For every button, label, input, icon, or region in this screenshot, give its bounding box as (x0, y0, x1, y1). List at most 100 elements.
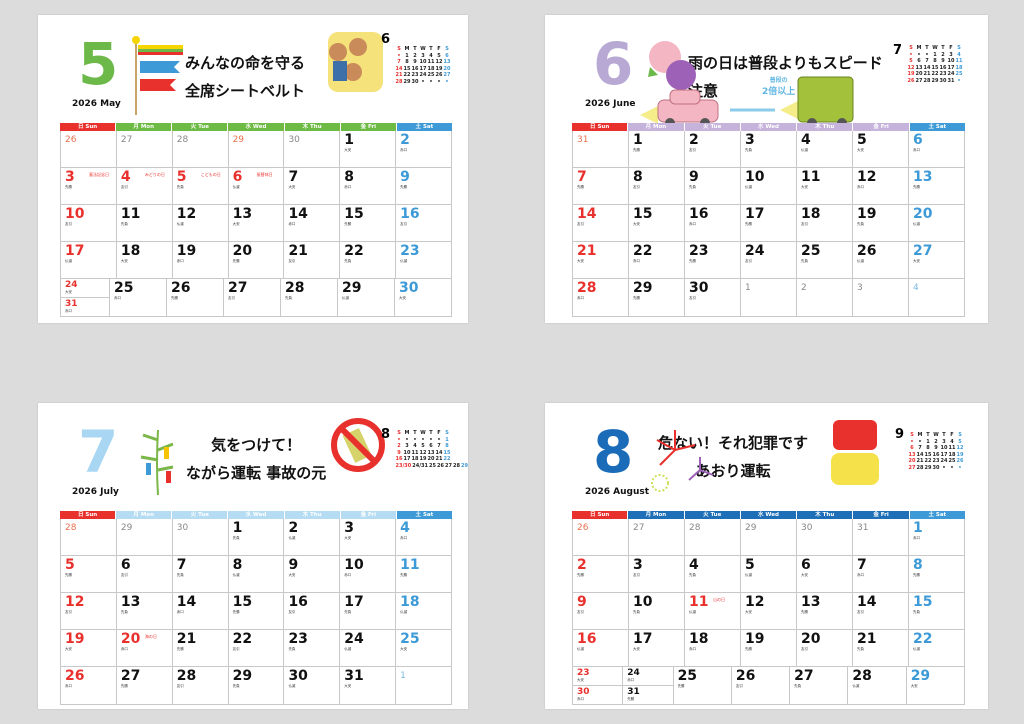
mini-day: 21 (395, 72, 403, 79)
day-cell: 4 赤口 (396, 519, 453, 555)
rokuyo: 大安 (745, 610, 752, 614)
day-cell: 22 先負 (340, 242, 397, 278)
day-number: 18 (689, 631, 709, 647)
day-number: 29 (633, 280, 653, 296)
rokuyo: 大安 (399, 296, 406, 300)
mini-day: 12 (907, 64, 915, 71)
day-cell: 29 仏滅 (338, 279, 395, 316)
mini-day: 29 (924, 464, 932, 471)
rokuyo: 先勝 (745, 647, 752, 651)
day-cell: 3 友引 (629, 556, 685, 592)
mini-weekday: W (933, 432, 939, 438)
mini-day: 10 (940, 445, 948, 452)
day-number: 8 (232, 557, 243, 573)
mini-day: 18 (427, 65, 435, 72)
mini-day: 19 (419, 456, 427, 463)
day-number: 9 (689, 169, 699, 185)
day-cell: 31 大安 (340, 667, 397, 704)
rokuyo: 仏滅 (801, 148, 808, 152)
day-cell: 4 仏滅 (797, 131, 853, 167)
day-number: 15 (344, 206, 364, 222)
day-number: 1 (400, 671, 406, 681)
day-number: 14 (176, 594, 197, 610)
day-cell: 25 大安 (396, 630, 453, 666)
day-half: 24 赤口 (623, 667, 672, 685)
weekday-header-row: 日 Sun 月 Mon 火 Tue 水 Wed 木 Thu 金 Fri 土 Sat (60, 511, 452, 519)
day-cell: 12 友引 (60, 593, 117, 629)
weekday-header: 木 Thu (797, 511, 853, 519)
rokuyo: 先勝 (801, 610, 808, 614)
mini-day: 21 (916, 458, 924, 465)
rokuyo: 友引 (400, 222, 408, 226)
rokuyo: 大安 (801, 185, 808, 189)
day-cell: 18 友引 (797, 205, 853, 241)
week-row: 12 友引 13 先負 14 赤口 15 先勝 16 友引 17 先負 18 仏滅 (60, 593, 453, 630)
day-number: 29 (745, 523, 757, 533)
day-number: 28 (176, 135, 189, 145)
mini-day: 15 (403, 65, 411, 72)
day-number: 26 (735, 668, 756, 684)
mini-day: 4 (957, 51, 961, 58)
mini-weekday: T (926, 432, 930, 438)
mini-day: 20 (915, 71, 923, 78)
day-number: 27 (913, 243, 933, 259)
rokuyo: 友引 (745, 259, 752, 263)
mini-day: 27 (443, 72, 451, 79)
day-cell: 19 大安 (60, 630, 117, 666)
mini-day: 3 (949, 51, 953, 58)
day-cell: 2 友引 (685, 131, 741, 167)
slogan-line: 雨の日は普段よりもスピード (688, 54, 883, 72)
mini-day: 2 (397, 443, 401, 450)
mini-day: 8 (405, 59, 409, 66)
day-number: 2 (689, 132, 699, 148)
month-number: 6 (593, 30, 634, 98)
day-number: 25 (400, 631, 420, 647)
mini-day: 23 (932, 458, 940, 465)
day-number: 10 (745, 169, 765, 185)
day-cell: 3 先勝 憲法記念日 (60, 168, 117, 204)
rokuyo: 先負 (288, 647, 296, 651)
day-cell: 11 仏滅 山の日 (685, 593, 741, 629)
mini-day: • (405, 436, 409, 443)
day-cell: 28 (173, 131, 229, 167)
weekday-header: 水 Wed (740, 123, 797, 131)
mini-calendar-next-month: S M T W T F S • 1 2 3 4 5 6 7 8 9 10 11 12 13 14 15 16 17 18 19 20 2… (395, 46, 451, 86)
day-half: 30 赤口 (573, 685, 623, 704)
mini-weekday: M (404, 430, 410, 436)
day-cell: 3 大安 (340, 519, 397, 555)
day-number: 2 (801, 283, 807, 293)
rokuyo: 赤口 (176, 610, 184, 614)
day-number: 5 (176, 169, 187, 185)
rokuyo: 友引 (735, 684, 743, 688)
rokuyo: 赤口 (577, 697, 584, 701)
mini-day: 25 (429, 462, 436, 469)
mini-weekday: S (958, 432, 962, 438)
rokuyo: 先負 (633, 610, 640, 614)
mini-day: 22 (443, 456, 451, 463)
mini-day: • (437, 436, 441, 443)
day-number: 28 (577, 280, 597, 296)
day-number: 25 (114, 280, 134, 296)
day-cell: 22 仏滅 (909, 630, 965, 666)
mini-day: 27 (445, 462, 452, 469)
illustration-hydrangea-and-cars-distance (640, 65, 900, 139)
week-row: 26 27 28 29 30 1 大安 2 赤口 (60, 131, 453, 168)
day-number: 11 (689, 594, 709, 610)
day-cell: 29 (229, 131, 285, 167)
day-number: 30 (288, 668, 308, 684)
mini-day: 25 (427, 72, 435, 79)
mini-week-row: 12 13 14 15 16 17 18 (907, 65, 963, 72)
week-row: 5 先勝 6 友引 7 先負 8 仏滅 9 大安 10 赤口 11 先勝 (60, 556, 453, 593)
day-number: 12 (745, 594, 765, 610)
day-number: 3 (633, 557, 643, 573)
mini-day: 15 (443, 449, 451, 456)
mini-weekday: T (413, 46, 417, 52)
day-cell: 6 仏滅 振替休日 (229, 168, 285, 204)
holiday-name: 山の日 (713, 597, 725, 602)
weekday-header: 木 Thu (797, 123, 853, 131)
day-cell: 11 先負 (117, 205, 173, 241)
rokuyo: 先負 (344, 259, 352, 263)
rokuyo: 友引 (232, 647, 240, 651)
rokuyo: 先勝 (913, 185, 920, 189)
